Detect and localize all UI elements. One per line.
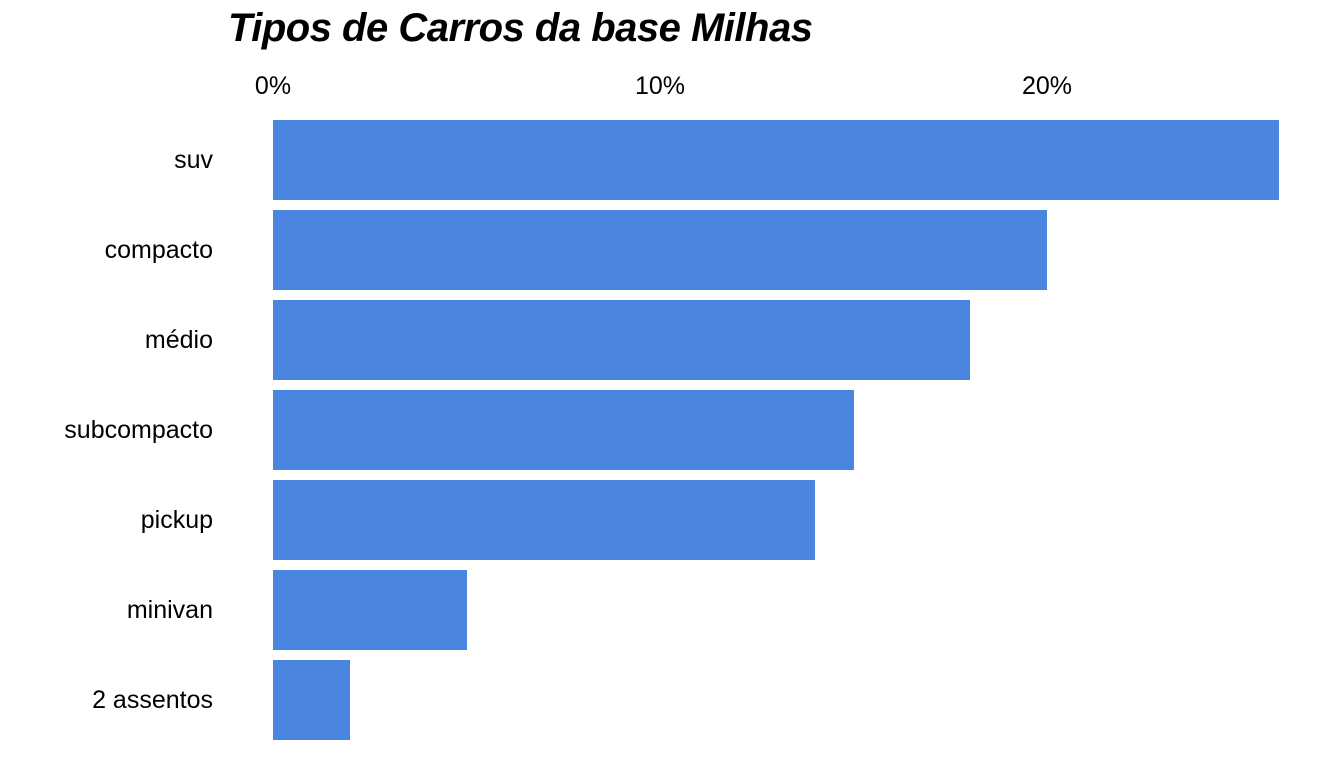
category-label: compacto bbox=[104, 236, 213, 264]
bar-2-assentos bbox=[273, 660, 351, 740]
bar-pickup bbox=[273, 480, 815, 560]
bar-compacto bbox=[273, 210, 1047, 290]
category-label: suv bbox=[174, 146, 213, 174]
x-axis-tick-label: 0% bbox=[254, 72, 292, 100]
category-label: pickup bbox=[140, 506, 213, 534]
bar-minivan bbox=[273, 570, 467, 650]
category-label: médio bbox=[144, 326, 213, 354]
bar-suv bbox=[273, 120, 1280, 200]
bar-médio bbox=[273, 300, 970, 380]
x-axis-tick-label: 20% bbox=[1021, 72, 1073, 100]
x-axis-tick-label: 10% bbox=[634, 72, 686, 100]
chart-title: Tipos de Carros da base Milhas bbox=[228, 6, 813, 50]
bar-subcompacto bbox=[273, 390, 854, 470]
category-label: minivan bbox=[126, 596, 213, 624]
category-label: 2 assentos bbox=[92, 686, 213, 714]
category-label: subcompacto bbox=[64, 416, 213, 444]
